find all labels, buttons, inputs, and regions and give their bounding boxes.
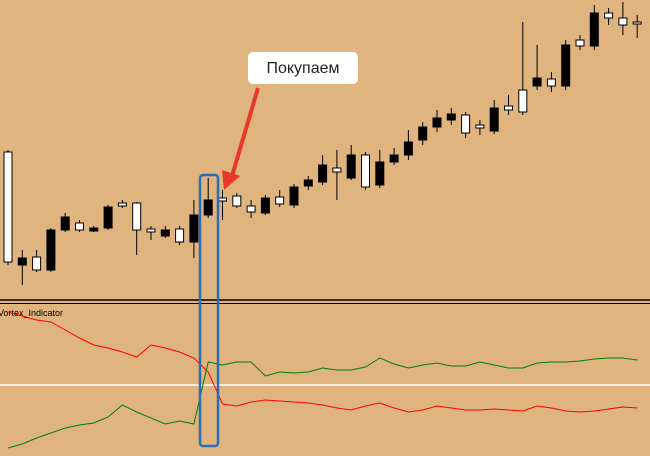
candle-body <box>604 12 614 19</box>
candle-body <box>275 196 285 205</box>
candle-body <box>60 216 70 231</box>
candle-body <box>504 105 513 111</box>
candle-body <box>132 202 142 231</box>
candle-body <box>246 205 256 213</box>
highlight-box <box>198 173 220 448</box>
candle-body <box>546 78 556 87</box>
candle-body <box>346 154 356 179</box>
annotation-box <box>248 52 358 84</box>
candle-body <box>303 179 313 187</box>
candle-body <box>75 222 84 231</box>
candle-body <box>117 202 127 207</box>
candle-body <box>375 161 385 186</box>
annotation: Покупаем <box>266 60 339 77</box>
candle-body <box>361 154 370 188</box>
candle-body <box>575 39 585 47</box>
candle-body <box>175 228 185 243</box>
candle-body <box>461 114 471 134</box>
candle-body <box>632 21 642 25</box>
candle-body <box>589 12 599 47</box>
candle-body <box>489 107 499 132</box>
candle-body <box>146 228 156 233</box>
candle-body <box>17 257 27 266</box>
candle-body <box>289 186 299 206</box>
indicator-title: Vortex_Indicator <box>0 308 63 318</box>
candle-body <box>475 124 485 129</box>
arrow-head <box>222 170 240 190</box>
candle-body <box>389 154 399 163</box>
candle-body <box>318 164 328 183</box>
candle-body <box>3 151 13 263</box>
candle-body <box>46 229 56 271</box>
candle-body <box>403 141 413 156</box>
candle-body <box>260 197 270 214</box>
candle-body <box>203 199 213 216</box>
candle-body <box>32 256 42 271</box>
indicator-line <box>7 311 638 413</box>
candle-body <box>432 117 442 128</box>
candle-body <box>618 17 628 26</box>
arrow-shaft <box>230 87 260 177</box>
indicator-line <box>7 357 638 449</box>
candle-body <box>518 89 528 113</box>
candle-body <box>446 113 456 121</box>
candle-body <box>561 44 571 87</box>
candle-body <box>103 206 113 229</box>
candle-body <box>218 197 227 202</box>
candle-body <box>160 229 170 237</box>
candle-body <box>332 167 342 173</box>
candle-body <box>418 126 428 141</box>
candle-body <box>189 214 199 243</box>
candle-body <box>89 227 99 232</box>
candle-body <box>532 77 542 87</box>
candle-body <box>232 195 242 207</box>
